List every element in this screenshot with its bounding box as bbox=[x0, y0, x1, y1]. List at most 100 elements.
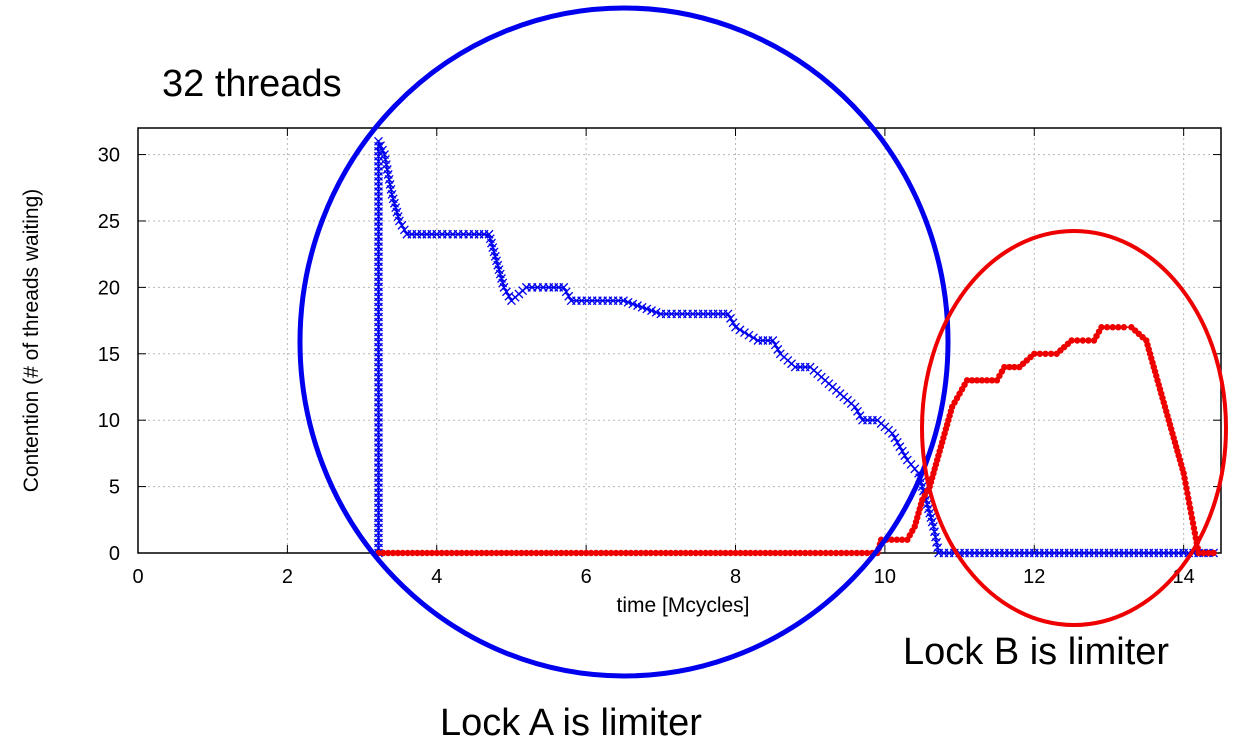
data-point bbox=[592, 549, 600, 557]
data-point bbox=[498, 549, 505, 557]
data-point bbox=[433, 549, 440, 557]
data-point bbox=[612, 549, 620, 557]
data-point bbox=[380, 549, 387, 557]
data-point bbox=[662, 549, 670, 557]
x-tick-label: 10 bbox=[874, 566, 896, 588]
data-point bbox=[1200, 549, 1207, 557]
y-tick-label: 25 bbox=[98, 211, 120, 233]
data-point bbox=[1183, 485, 1190, 492]
data-point bbox=[1205, 549, 1212, 557]
data-point bbox=[1074, 337, 1081, 344]
data-point bbox=[1187, 509, 1195, 517]
data-point bbox=[423, 549, 431, 557]
x-tick-label: 0 bbox=[132, 566, 143, 588]
data-point bbox=[855, 411, 865, 421]
x-tick-label: 12 bbox=[1023, 566, 1045, 588]
data-point bbox=[448, 549, 455, 557]
data-point bbox=[770, 340, 780, 350]
data-point bbox=[619, 296, 628, 306]
data-point bbox=[503, 549, 510, 557]
data-point bbox=[1188, 514, 1196, 522]
x-tick-label: 8 bbox=[730, 566, 741, 588]
data-point bbox=[428, 549, 436, 557]
data-point bbox=[1190, 524, 1198, 532]
data-point bbox=[478, 549, 485, 557]
data-point bbox=[508, 549, 515, 557]
data-point bbox=[438, 549, 445, 557]
data-point bbox=[394, 216, 404, 226]
data-point bbox=[1191, 529, 1199, 537]
data-point bbox=[838, 549, 845, 557]
data-point bbox=[1186, 504, 1194, 512]
data-point bbox=[822, 549, 829, 557]
data-point bbox=[553, 549, 560, 557]
data-point bbox=[488, 549, 495, 557]
data-point bbox=[740, 328, 749, 337]
data-point bbox=[414, 549, 421, 557]
data-point bbox=[657, 549, 665, 557]
data-point bbox=[732, 549, 739, 557]
data-point bbox=[1079, 337, 1087, 344]
data-point bbox=[807, 549, 814, 557]
data-point bbox=[633, 301, 642, 311]
y-tick-label: 0 bbox=[109, 543, 120, 565]
data-point bbox=[561, 287, 571, 297]
data-point bbox=[697, 549, 704, 557]
data-point bbox=[727, 549, 734, 557]
data-point bbox=[772, 549, 779, 557]
data-point bbox=[752, 549, 759, 557]
data-point bbox=[1085, 337, 1092, 344]
data-point bbox=[692, 549, 699, 557]
data-point bbox=[797, 549, 804, 557]
data-point bbox=[647, 549, 655, 557]
data-point bbox=[385, 549, 392, 557]
data-point bbox=[731, 322, 740, 332]
data-point bbox=[768, 336, 778, 345]
data-point bbox=[762, 549, 769, 557]
data-point bbox=[843, 549, 850, 557]
data-point bbox=[572, 549, 580, 557]
data-point bbox=[374, 136, 383, 146]
data-point bbox=[499, 282, 509, 292]
data-point bbox=[1068, 337, 1075, 344]
data-point bbox=[404, 549, 411, 557]
data-point bbox=[682, 549, 689, 557]
data-point bbox=[468, 549, 475, 557]
data-point bbox=[627, 549, 635, 557]
data-point bbox=[677, 549, 684, 557]
data-point bbox=[637, 549, 645, 557]
data-point bbox=[777, 549, 784, 557]
data-point bbox=[717, 549, 724, 557]
data-point bbox=[827, 549, 835, 557]
data-point bbox=[702, 549, 709, 557]
x-tick-label: 6 bbox=[581, 566, 592, 588]
series-0 bbox=[374, 136, 1218, 558]
data-series bbox=[374, 136, 1218, 558]
data-point bbox=[642, 304, 652, 314]
data-point bbox=[1109, 324, 1116, 331]
data-point bbox=[667, 549, 674, 557]
data-point bbox=[518, 549, 525, 557]
data-point bbox=[409, 549, 416, 557]
lock-b-annotation: Lock B is limiter bbox=[903, 631, 1169, 673]
data-point bbox=[597, 549, 605, 557]
x-tick-label: 2 bbox=[282, 566, 293, 588]
data-point bbox=[577, 549, 585, 557]
data-point bbox=[582, 549, 590, 557]
data-point bbox=[637, 302, 647, 312]
data-point bbox=[898, 536, 906, 543]
data-point bbox=[623, 297, 633, 307]
data-point bbox=[453, 549, 460, 557]
data-point bbox=[607, 549, 615, 557]
data-point bbox=[399, 225, 409, 235]
data-point bbox=[742, 549, 749, 557]
data-point bbox=[632, 549, 640, 557]
data-point bbox=[1103, 324, 1111, 331]
data-point bbox=[832, 549, 840, 557]
data-point bbox=[978, 377, 986, 384]
data-point bbox=[782, 549, 789, 557]
data-point bbox=[1036, 350, 1044, 357]
data-point bbox=[968, 377, 976, 384]
data-point bbox=[897, 446, 907, 456]
data-point bbox=[863, 549, 871, 557]
